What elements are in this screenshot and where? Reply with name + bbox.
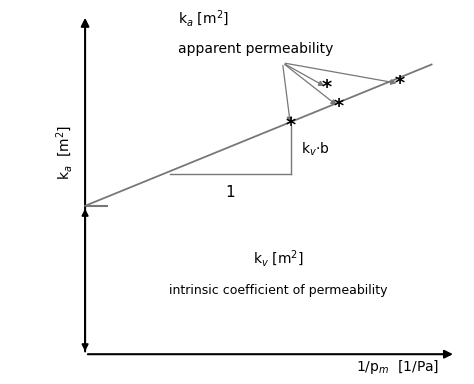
Text: *: * [394, 74, 404, 93]
Text: k$_a$ [m$^2$]: k$_a$ [m$^2$] [178, 9, 228, 29]
Text: k$_v$·b: k$_v$·b [301, 141, 329, 158]
Text: apparent permeability: apparent permeability [178, 42, 333, 56]
Text: *: * [285, 116, 296, 135]
Text: k$_a$  [m$^2$]: k$_a$ [m$^2$] [55, 125, 75, 180]
Text: *: * [322, 78, 332, 97]
Text: 1: 1 [225, 185, 235, 200]
Text: *: * [334, 98, 344, 116]
Text: intrinsic coefficient of permeability: intrinsic coefficient of permeability [169, 284, 388, 297]
Text: k$_v$ [m$^2$]: k$_v$ [m$^2$] [253, 248, 304, 269]
Text: 1/p$_m$  [1/Pa]: 1/p$_m$ [1/Pa] [356, 358, 439, 376]
